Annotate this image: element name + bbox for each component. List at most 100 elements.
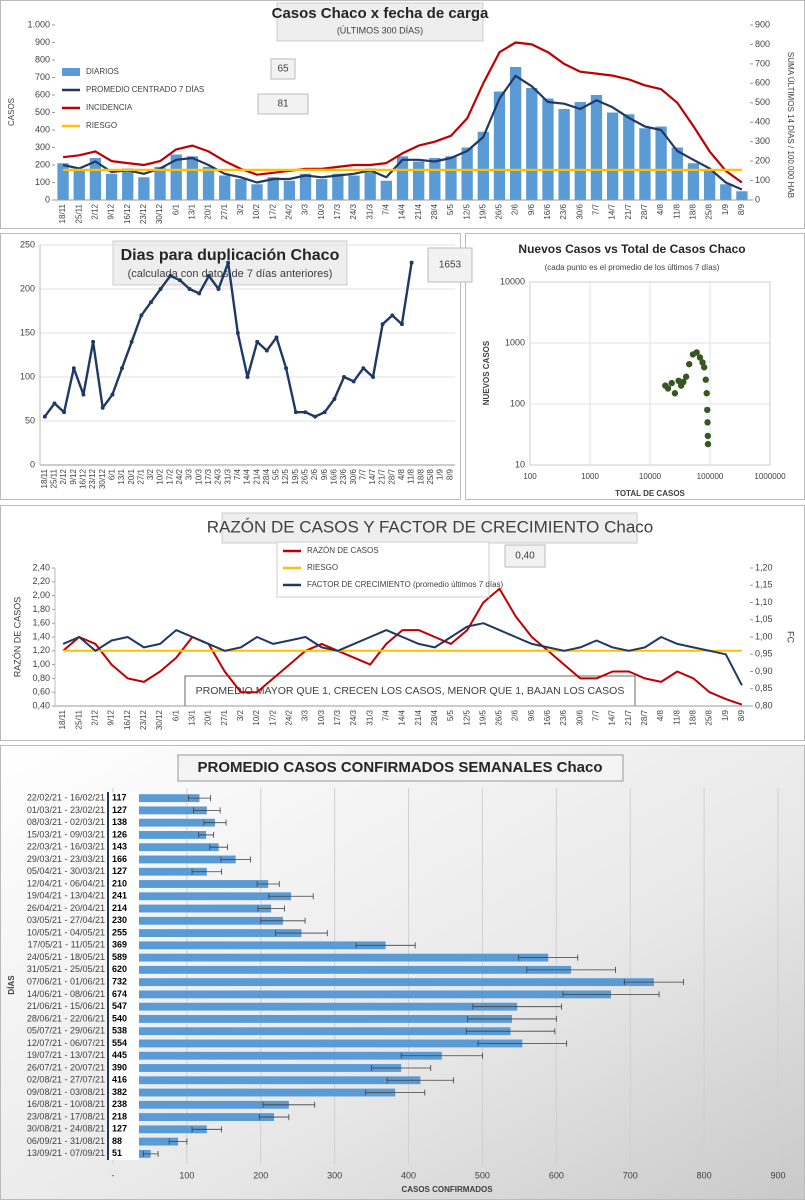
- category-label: 14/06/21 - 08/06/21: [27, 989, 105, 999]
- error-bar: [256, 881, 280, 887]
- category-label: 19/04/21 - 13/04/21: [27, 891, 105, 901]
- x-tick-label: 18/8: [416, 468, 425, 484]
- value-label: 51: [112, 1148, 122, 1158]
- x-tick-label: 12/5: [462, 203, 471, 219]
- x-tick-label: 25/11: [74, 203, 83, 223]
- x-tick-label: 25/11: [50, 468, 59, 488]
- x-tick-label: 21/4: [252, 468, 261, 484]
- plot-frame: [529, 281, 771, 466]
- bar: [623, 114, 635, 200]
- y-tick-label: 500: [755, 97, 770, 107]
- point: [704, 440, 712, 448]
- x-tick-label: 9/12: [107, 709, 116, 725]
- legend-label: RAZÓN DE CASOS: [307, 546, 379, 555]
- x-tick-label: 16/12: [79, 468, 88, 489]
- x-tick-label: 16/6: [543, 709, 552, 725]
- bar: [396, 156, 409, 200]
- x-tick-label: 100: [179, 1170, 194, 1180]
- value-label: 547: [112, 1001, 127, 1011]
- y-tick-label: 0,95: [755, 649, 773, 659]
- label-column: [109, 792, 139, 1160]
- legend-label: RIESGO: [86, 121, 117, 130]
- x-tick-label: 21/7: [624, 709, 633, 725]
- y-tick-label: 200: [20, 283, 35, 293]
- x-tick-label: 17/3: [333, 709, 342, 725]
- bar: [122, 168, 134, 200]
- legend-swatch: [62, 68, 80, 76]
- category-label: 22/02/21 - 16/02/21: [27, 793, 105, 803]
- x-tick-label: 300: [327, 1170, 342, 1180]
- annotation-box: [257, 93, 309, 115]
- line: [62, 587, 743, 706]
- error-bar: [191, 1126, 223, 1133]
- bar: [380, 180, 392, 200]
- error-bar: [472, 1003, 562, 1010]
- annotation-box: [427, 247, 473, 283]
- point: [671, 390, 679, 397]
- x-tick-label: 24/3: [214, 468, 223, 484]
- category-label: 21/06/21 - 15/06/21: [27, 1001, 105, 1011]
- legend-label: FACTOR DE CRECIMIENTO (promedio últimos …: [307, 580, 504, 589]
- error-bar: [257, 905, 285, 912]
- x-tick-label: 17/2: [268, 203, 277, 219]
- point: [682, 373, 690, 380]
- error-bar: [355, 942, 416, 949]
- title-box: [177, 754, 624, 782]
- error-bar: [262, 1101, 316, 1108]
- y-tick-label: 1.000: [27, 19, 50, 29]
- x-tick-label: 8/9: [737, 709, 746, 721]
- category-label: 09/08/21 - 03/08/21: [27, 1087, 105, 1097]
- error-bar: [623, 979, 684, 986]
- bar: [113, 953, 549, 962]
- error-bar: [386, 1077, 455, 1084]
- error-bar: [168, 1138, 188, 1145]
- bar: [267, 177, 279, 200]
- x-tick-label: 7/7: [358, 468, 367, 480]
- x-tick-label: 800: [697, 1170, 712, 1180]
- x-tick-label: 16/12: [123, 203, 132, 224]
- value-label: 620: [112, 964, 127, 974]
- value-label: 230: [112, 915, 127, 925]
- bar: [89, 158, 102, 200]
- x-tick-label: 3/2: [146, 468, 155, 480]
- x-tick-label: 14/4: [398, 203, 407, 219]
- annotation: PROMEDIO MAYOR QUE 1, CRECEN LOS CASOS, …: [196, 685, 625, 697]
- value-label: 88: [112, 1136, 122, 1146]
- chart-title: Dias para duplicación Chaco: [121, 247, 340, 264]
- x-tick-label: 31/3: [365, 709, 374, 725]
- point: [700, 364, 708, 371]
- bar: [113, 831, 207, 839]
- y-tick-label: 1,05: [755, 614, 773, 624]
- title-box: [221, 512, 638, 544]
- point: [704, 406, 711, 414]
- x-tick-label: 18/11: [40, 468, 49, 488]
- x-tick-label: 25/8: [705, 203, 714, 219]
- y-tick-label: 1,80: [32, 604, 50, 614]
- y-tick-label: 250: [20, 239, 35, 249]
- category-label: 26/04/21 - 20/04/21: [27, 903, 105, 913]
- y-tick-label: 0: [30, 459, 35, 469]
- point: [668, 379, 675, 387]
- x-tick-label: 3/3: [301, 203, 310, 215]
- x-tick-label: 12/5: [462, 709, 471, 725]
- value-label: 674: [112, 989, 127, 999]
- x-tick-label: 2/6: [310, 468, 319, 480]
- x-tick-label: 6/1: [107, 468, 116, 480]
- bar: [113, 990, 612, 999]
- x-tick-label: 11/8: [672, 709, 681, 725]
- bar: [73, 170, 85, 200]
- value-label: 218: [112, 1111, 127, 1121]
- legend-box: [276, 541, 490, 598]
- annotation-box: [504, 544, 546, 568]
- y-tick-label: 1,10: [755, 597, 773, 607]
- x-tick-label: 19/5: [291, 468, 300, 484]
- category-label: 01/03/21 - 23/02/21: [27, 805, 105, 815]
- y-axis-label: DÍAS: [7, 975, 16, 995]
- x-tick-label: 16/12: [123, 709, 132, 730]
- x-tick-label: 2/12: [91, 203, 100, 219]
- y-tick-label: 0,80: [755, 700, 773, 710]
- bar: [332, 173, 344, 200]
- category-label: 05/04/21 - 30/03/21: [27, 866, 105, 876]
- error-bar: [209, 844, 228, 851]
